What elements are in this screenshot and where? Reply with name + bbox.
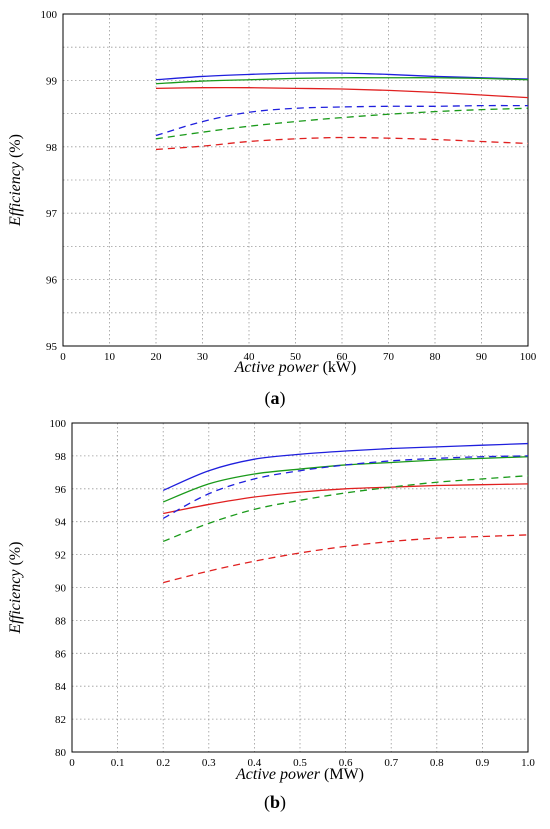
y-tick-label: 96 xyxy=(46,275,58,287)
x-tick-label: 0.1 xyxy=(111,757,125,769)
y-tick-label: 98 xyxy=(46,142,58,154)
x-tick-label: 0.9 xyxy=(476,757,490,769)
panel-label-open: ( xyxy=(264,792,270,813)
series-line-1-solid xyxy=(155,72,529,81)
x-axis-label-unit: (kW) xyxy=(319,359,357,376)
x-tick-label: 0.3 xyxy=(202,757,216,769)
series-line-6-dashed xyxy=(163,534,529,584)
x-tick-label: 20 xyxy=(151,351,163,363)
y-tick-label: 96 xyxy=(55,484,67,496)
panel-label: (b) xyxy=(264,792,286,813)
y-tick-label: 99 xyxy=(46,75,58,87)
plot-frame xyxy=(71,422,529,753)
x-tick-label: 50 xyxy=(290,351,302,363)
x-axis-label: Active power (kW) xyxy=(234,359,357,376)
x-tick-label: 0 xyxy=(60,351,66,363)
y-tick-label: 82 xyxy=(55,714,66,726)
y-tick-label: 100 xyxy=(50,418,67,430)
y-tick-label: 92 xyxy=(55,550,66,562)
series-line-3-solid xyxy=(163,483,529,515)
x-tick-label: 0.2 xyxy=(156,757,170,769)
y-axis-label-unit: (%) xyxy=(7,134,24,162)
series-line-3-solid xyxy=(155,86,529,99)
y-tick-label: 84 xyxy=(55,681,67,693)
x-axis-label-unit: (MW) xyxy=(320,766,364,783)
y-axis-label-name: Efficiency xyxy=(7,161,24,227)
x-tick-label: 80 xyxy=(430,351,442,363)
x-tick-label: 90 xyxy=(476,351,488,363)
y-tick-label: 80 xyxy=(55,747,67,759)
y-tick-label: 95 xyxy=(46,341,58,353)
chart-panel-b: 0 0.1 0.2 0.3 0.4 0.5 0.6 0.7 0.8 0.9 1.0 80 82 84 86 8… xyxy=(7,418,535,813)
series-line-4-dashed xyxy=(155,104,529,137)
x-axis-label-name: Active power xyxy=(234,359,320,376)
panel-label-open: ( xyxy=(265,388,271,409)
y-axis-label: Efficiency (%) xyxy=(7,134,24,227)
x-tick-label: 0.5 xyxy=(293,757,307,769)
x-tick-label: 40 xyxy=(244,351,256,363)
series-line-1-solid xyxy=(162,442,529,492)
x-axis-label-name: Active power xyxy=(235,766,321,783)
panel-label-letter: b xyxy=(270,792,280,812)
y-axis-label: Efficiency (%) xyxy=(7,542,24,635)
series-line-5-dashed xyxy=(155,107,529,140)
x-tick-label: 10 xyxy=(104,351,116,363)
x-axis-label: Active power (MW) xyxy=(235,766,364,783)
panel-label-close: ) xyxy=(280,792,286,813)
y-tick-label: 97 xyxy=(46,208,58,220)
y-axis-label-unit: (%) xyxy=(7,542,24,570)
x-tick-label: 30 xyxy=(197,351,209,363)
plot-frame xyxy=(62,13,529,347)
x-tick-label: 1.0 xyxy=(521,757,535,769)
series-line-6-dashed xyxy=(155,136,529,151)
y-axis-label-name: Efficiency xyxy=(7,569,24,635)
x-tick-label: 0.8 xyxy=(430,757,444,769)
x-tick-label: 0.6 xyxy=(339,757,353,769)
x-tick-label: 100 xyxy=(520,351,537,363)
y-tick-label: 90 xyxy=(55,583,67,595)
chart-panel-a: 0 10 20 30 40 50 60 70 80 90 100 95 96 97 98 99 100 Activ… xyxy=(7,9,537,409)
panel-label-close: ) xyxy=(280,388,286,409)
y-tick-label: 94 xyxy=(55,517,67,529)
x-tick-label: 0 xyxy=(69,757,75,769)
x-tick-label: 0.7 xyxy=(384,757,398,769)
panel-label: (a) xyxy=(265,388,286,409)
series-line-2-solid xyxy=(155,77,529,85)
x-tick-label: 70 xyxy=(383,351,395,363)
series-line-5-dashed xyxy=(162,474,529,543)
panel-label-letter: a xyxy=(271,388,280,408)
y-tick-label: 86 xyxy=(55,648,67,660)
y-tick-label: 88 xyxy=(55,615,67,627)
y-tick-label: 98 xyxy=(55,451,67,463)
series-line-4-dashed xyxy=(162,455,529,519)
y-tick-label: 100 xyxy=(41,9,58,21)
grid-lines xyxy=(63,14,528,346)
x-tick-label: 0.4 xyxy=(248,757,262,769)
grid-lines xyxy=(72,423,528,752)
x-tick-label: 60 xyxy=(337,351,349,363)
